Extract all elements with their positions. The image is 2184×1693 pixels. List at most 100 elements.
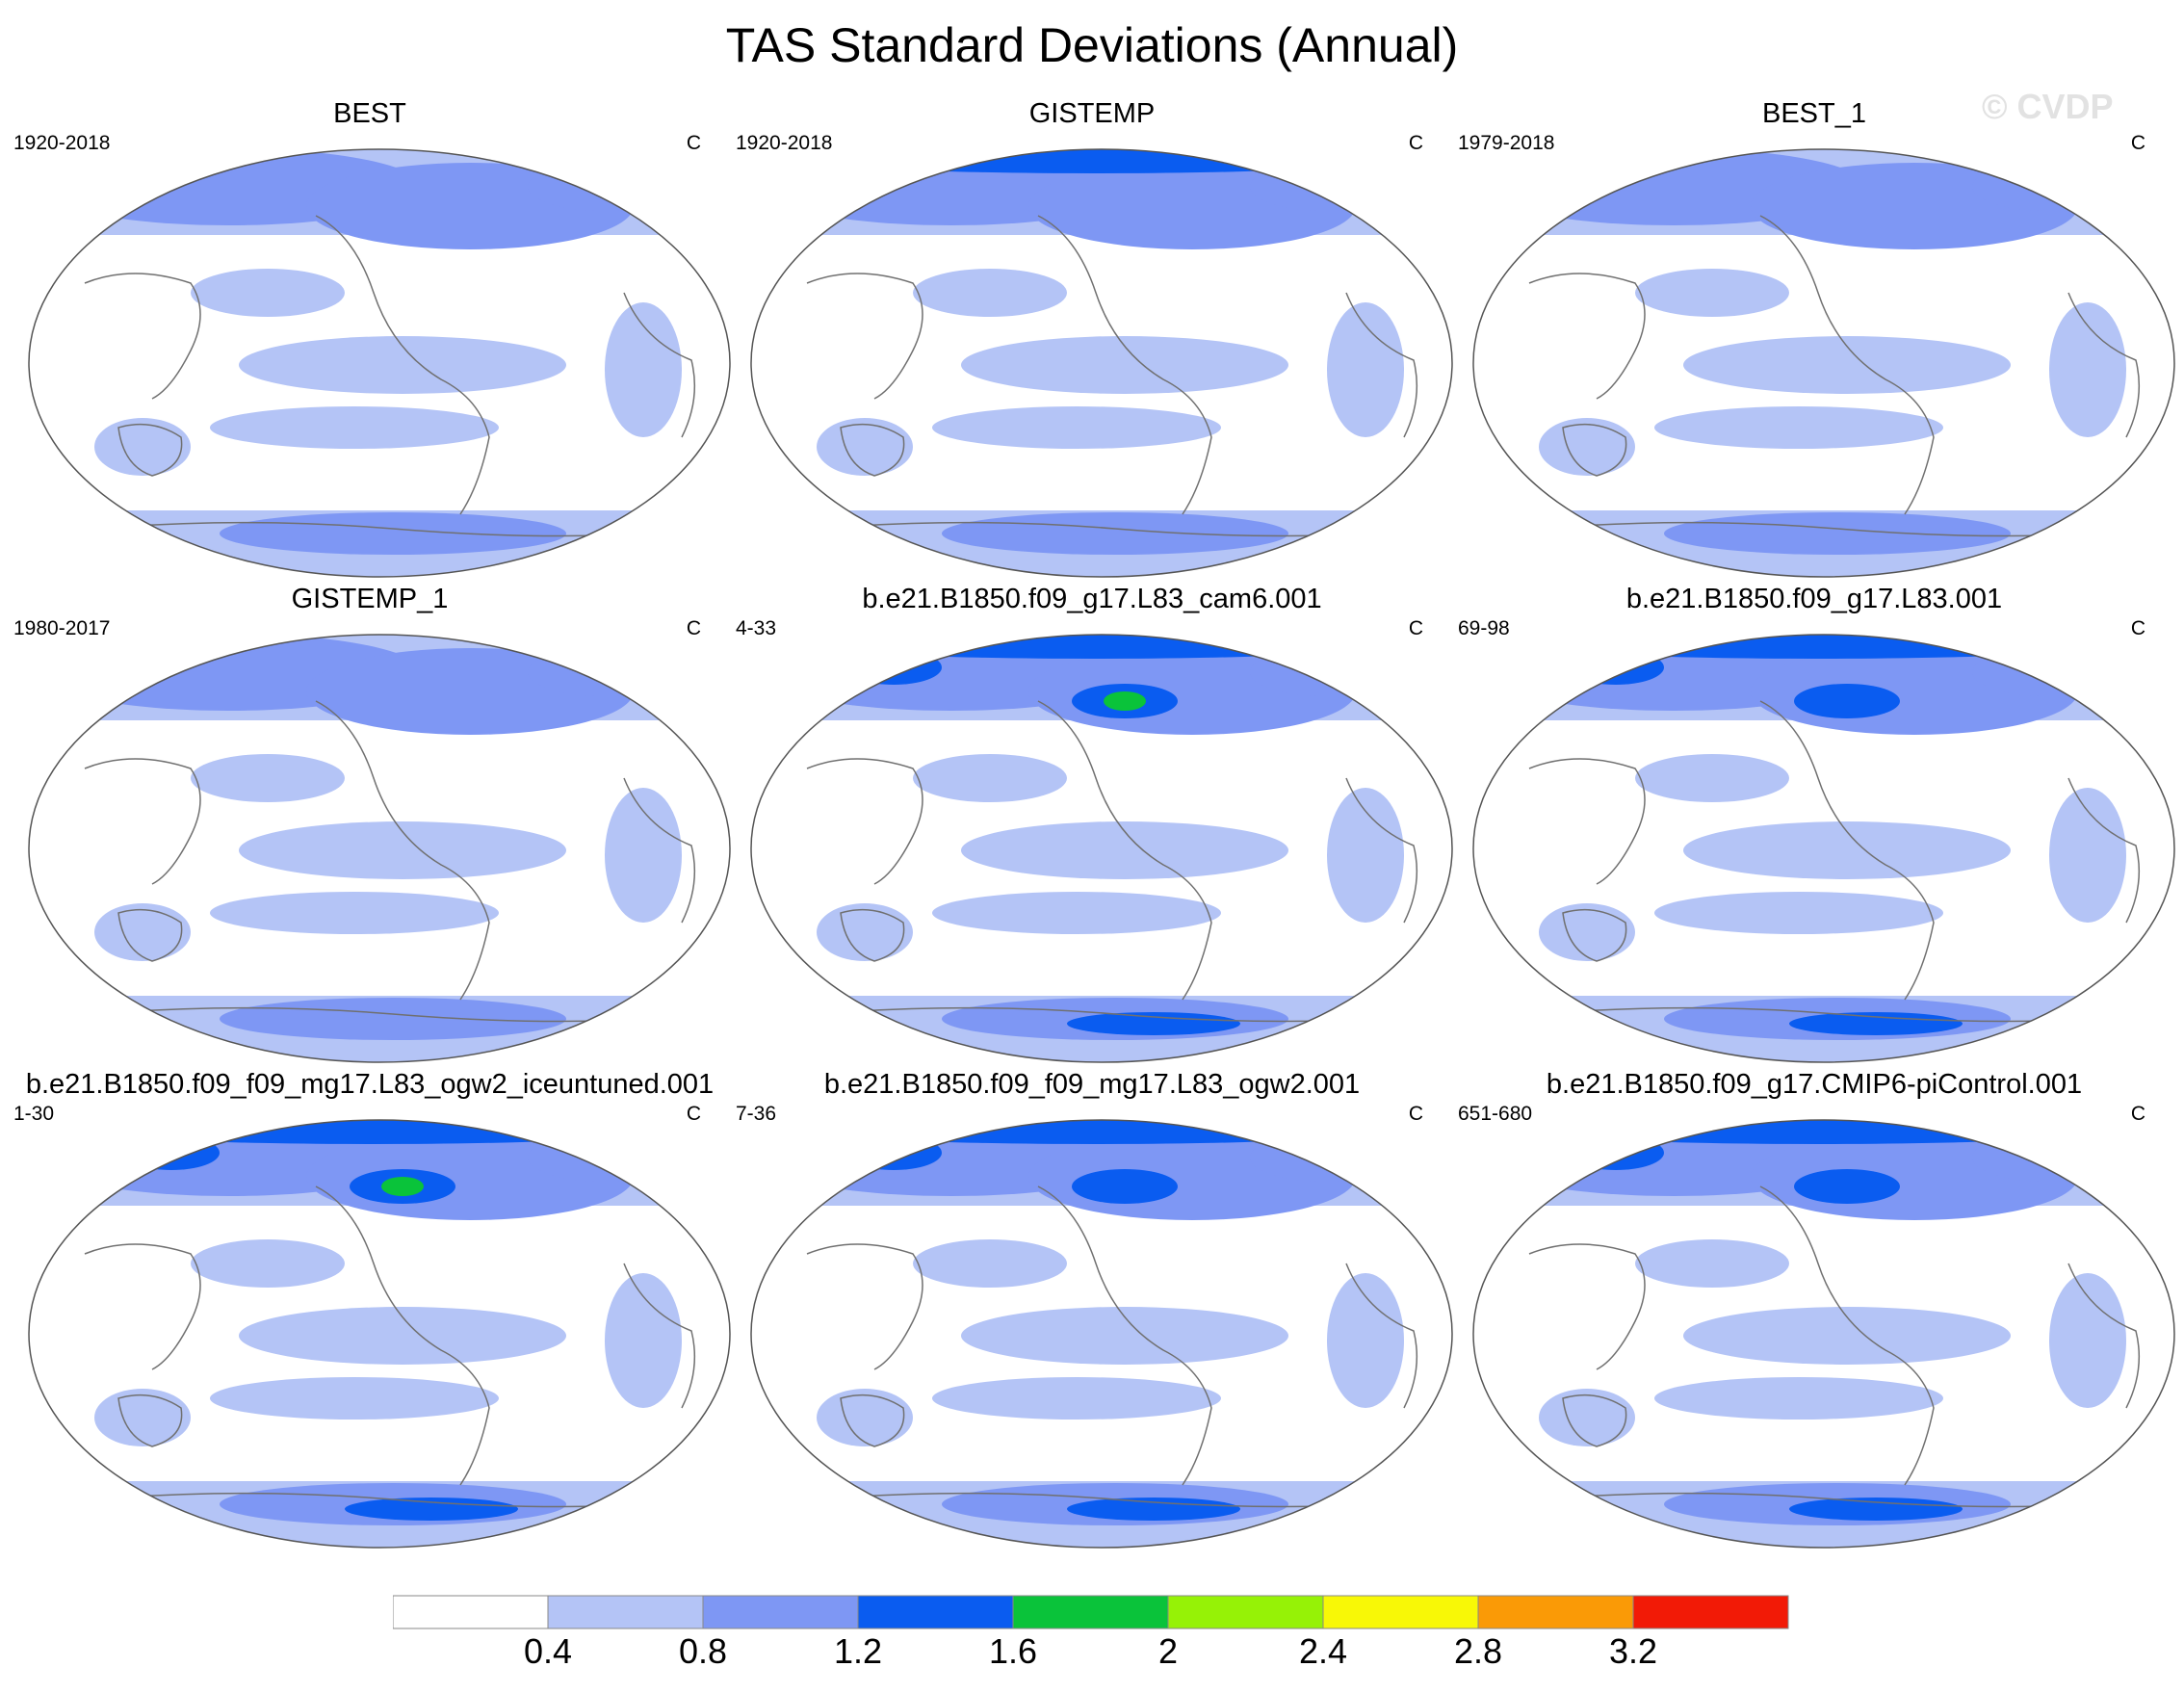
figure-title: TAS Standard Deviations (Annual)	[725, 18, 1459, 72]
tropical-pacific-band	[961, 1307, 1288, 1365]
colorbar-swatch	[1012, 1595, 1169, 1629]
panel-units: C	[686, 132, 701, 154]
americas-coastline	[315, 700, 490, 1001]
tropical-pacific-band	[239, 821, 566, 879]
panel-title: BEST_1	[1762, 98, 1866, 129]
panel-years: 651-680	[1458, 1103, 1533, 1125]
africa-coastline	[1345, 777, 1418, 924]
greenland-anomaly	[1972, 1133, 2126, 1182]
north-pacific-band	[913, 754, 1067, 802]
cvdp-watermark: © CVDP	[1982, 87, 2114, 126]
colorbar-swatch	[1632, 1595, 1789, 1629]
greenland-anomaly	[528, 1133, 682, 1182]
panel-years: 1920-2018	[13, 132, 111, 154]
americas-coastline	[1037, 700, 1212, 1001]
north-pacific-band	[1635, 754, 1789, 802]
south-pacific-band	[210, 1377, 499, 1420]
antarctic-anomaly	[220, 512, 566, 555]
world-map	[750, 1119, 1453, 1549]
north-pacific-band	[913, 269, 1067, 317]
north-pacific-band	[913, 1239, 1067, 1288]
panel-years: 1-30	[13, 1103, 55, 1125]
greenland-anomaly	[1250, 1133, 1404, 1182]
colorbar-swatch	[1322, 1595, 1479, 1629]
americas-coastline	[1759, 700, 1935, 1001]
africa-coastline	[1345, 292, 1418, 438]
greenland-anomaly	[1250, 163, 1404, 211]
africa-coastline	[2067, 777, 2141, 924]
colorbar-swatch	[393, 1595, 549, 1629]
antarctic-anomaly	[942, 512, 1288, 555]
panel-title: b.e21.B1850.f09_g17.L83_cam6.001	[862, 584, 1322, 614]
map-panel: GISTEMP_1 1980-2017 C	[13, 584, 731, 1075]
map-border	[28, 1119, 731, 1549]
antarctic-anomaly	[220, 998, 566, 1040]
tropical-pacific-band	[1683, 1307, 2011, 1365]
world-map	[1472, 634, 2175, 1063]
americas-coastline	[315, 215, 490, 515]
africa-coastline	[623, 1263, 696, 1409]
greenland-anomaly	[528, 648, 682, 696]
map-panel: BEST 1920-2018 C	[13, 98, 731, 589]
asia-coastline	[1528, 273, 1646, 400]
australia-band	[817, 418, 913, 476]
siberia-core	[1568, 650, 1664, 685]
atlantic-band	[1327, 302, 1404, 437]
greenland-anomaly	[1972, 163, 2126, 211]
map-panel: b.e21.B1850.f09_f09_mg17.L83_ogw2_iceunt…	[13, 1069, 731, 1560]
colorbar-swatch	[1477, 1595, 1634, 1629]
map-border	[750, 148, 1453, 578]
australia-coastline	[840, 908, 905, 962]
panel-units: C	[1408, 132, 1423, 154]
panel-units: C	[686, 617, 701, 639]
canada-core	[1072, 1169, 1178, 1204]
polar-cap-anomaly	[807, 149, 1385, 173]
australia-coastline	[117, 423, 183, 477]
panel-title: b.e21.B1850.f09_f09_mg17.L83_ogw2.001	[823, 1069, 1361, 1100]
north-pacific-band	[191, 754, 345, 802]
panel-units: C	[2130, 617, 2145, 639]
atlantic-band	[1327, 1273, 1404, 1408]
canada-core	[1794, 684, 1900, 718]
australia-band	[1539, 903, 1635, 961]
south-pacific-band	[1654, 406, 1943, 449]
australia-band	[1539, 1389, 1635, 1446]
colorbar-tick-label: 0.8	[679, 1631, 727, 1671]
colorbar: 0.4 0.8 1.2 1.6 2 2.4 2.8 3.2	[393, 1595, 1789, 1671]
map-border	[750, 634, 1453, 1063]
australia-band	[817, 1389, 913, 1446]
world-map	[1472, 148, 2175, 578]
greenland-anomaly	[1250, 648, 1404, 696]
australia-band	[94, 418, 191, 476]
atlantic-band	[605, 302, 682, 437]
africa-coastline	[623, 292, 696, 438]
antarctic-core	[345, 1498, 518, 1521]
polar-cap-anomaly	[807, 635, 1385, 659]
siberia-peak	[144, 170, 179, 188]
africa-coastline	[2067, 292, 2141, 438]
map-border	[750, 1119, 1453, 1549]
map-border	[1472, 634, 2175, 1063]
australia-coastline	[840, 1393, 905, 1447]
south-pacific-band	[932, 1377, 1221, 1420]
colorbar-swatch	[1167, 1595, 1324, 1629]
australia-band	[94, 1389, 191, 1446]
antarctic-core	[1067, 1012, 1240, 1035]
south-pacific-band	[1654, 892, 1943, 934]
panel-years: 69-98	[1458, 617, 1510, 639]
polar-cap-anomaly	[1529, 1120, 2107, 1144]
tropical-pacific-band	[961, 821, 1288, 879]
polar-cap-anomaly	[1529, 635, 2107, 659]
map-panel: BEST_1 1979-2018 C	[1458, 98, 2175, 589]
asia-coastline	[84, 273, 201, 400]
siberia-max	[876, 660, 892, 669]
australia-coastline	[840, 423, 905, 477]
siberia-core	[1568, 1135, 1664, 1170]
australia-coastline	[117, 1393, 183, 1447]
panel-units: C	[1408, 617, 1423, 639]
siberia-peak	[1589, 1141, 1624, 1159]
north-pacific-band	[1635, 1239, 1789, 1288]
world-map	[28, 634, 731, 1063]
australia-band	[94, 903, 191, 961]
atlantic-band	[605, 788, 682, 923]
